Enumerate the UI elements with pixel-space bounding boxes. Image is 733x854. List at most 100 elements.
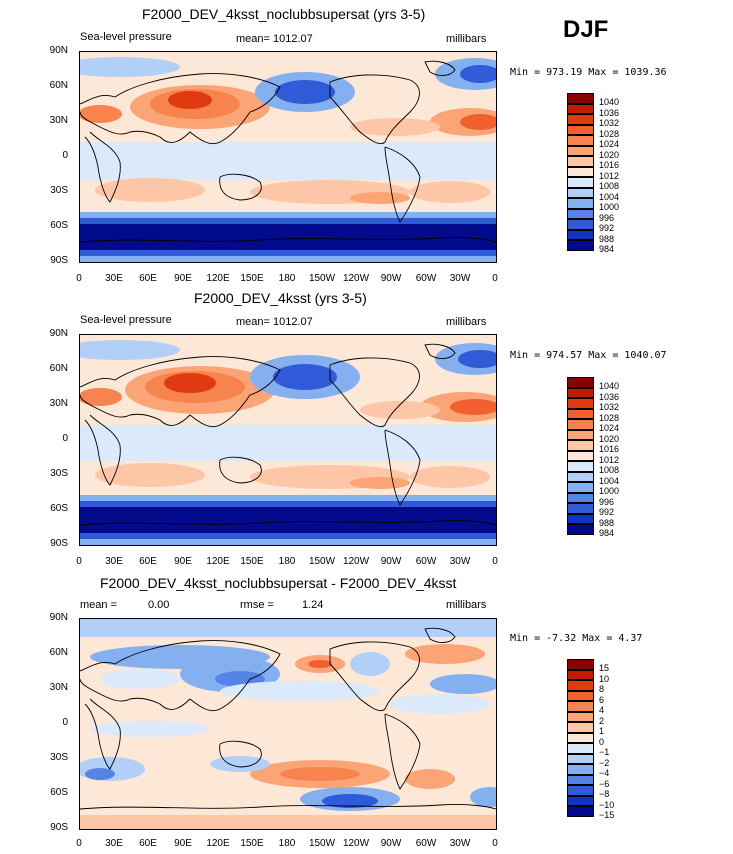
lon-label: 0 — [76, 838, 82, 849]
lon-label: 0 — [492, 273, 498, 284]
panel2-minmax: Min = 974.57 Max = 1040.07 — [510, 350, 667, 361]
lat-label: 0 — [62, 717, 68, 728]
lat-label: 0 — [62, 433, 68, 444]
colorbar-swatch — [567, 764, 594, 775]
colorbar-label: 1016 — [599, 160, 620, 170]
colorbar-swatch — [567, 471, 594, 482]
panel2-map — [79, 334, 497, 546]
colorbar-label: −15 — [599, 810, 615, 820]
lon-label: 30E — [105, 556, 123, 567]
lon-label: 180 — [278, 556, 296, 567]
lon-label: 90W — [380, 273, 402, 284]
lon-label: 0 — [76, 556, 82, 567]
lon-label: 60W — [415, 273, 437, 284]
colorbar-label: 988 — [599, 517, 615, 528]
colorbar-label: 1008 — [599, 181, 620, 191]
colorbar-label: 988 — [599, 233, 615, 244]
colorbar-label: 1008 — [599, 465, 620, 475]
colorbar-label: 1040 — [599, 97, 620, 107]
lat-label: 0 — [62, 150, 68, 161]
lon-label: 150E — [240, 838, 264, 849]
lon-label: 60E — [139, 556, 157, 567]
colorbar-swatch — [567, 711, 594, 722]
colorbar-label: 1040 — [599, 381, 620, 391]
colorbar-label: 4 — [599, 705, 605, 715]
colorbar-swatch — [567, 240, 594, 251]
colorbar-label: 1012 — [599, 454, 620, 465]
colorbar-label: 1020 — [599, 149, 620, 160]
lat-label: 60S — [50, 787, 68, 798]
colorbar-swatch — [567, 408, 594, 419]
colorbar-swatch — [567, 166, 594, 177]
colorbar-label: 1000 — [599, 202, 620, 212]
colorbar-label: 10 — [599, 673, 610, 684]
lat-label: 30N — [49, 682, 68, 693]
panel1-title: F2000_DEV_4ksst_noclubbsupersat (yrs 3-5… — [142, 6, 426, 22]
panel1-mean: mean= 1012.07 — [236, 33, 313, 45]
colorbar-label: 1028 — [599, 128, 620, 139]
lon-label: 60E — [139, 838, 157, 849]
lon-label: 150E — [240, 273, 264, 284]
lon-label: 90E — [174, 273, 192, 284]
lon-label: 120E — [206, 273, 230, 284]
colorbar-label: −8 — [599, 789, 610, 799]
lon-label: 180 — [278, 273, 296, 284]
lon-label: 120W — [342, 838, 370, 849]
panel2-title: F2000_DEV_4ksst (yrs 3-5) — [194, 290, 367, 306]
lon-label: 150W — [308, 838, 336, 849]
season-label: DJF — [563, 16, 609, 43]
lon-label: 120W — [342, 273, 370, 284]
lat-label: 90S — [50, 538, 68, 549]
colorbar-swatch — [567, 208, 594, 219]
lon-label: 90E — [174, 556, 192, 567]
lon-label: 90E — [174, 838, 192, 849]
colorbar-swatch — [567, 774, 594, 785]
lon-label: 150W — [308, 556, 336, 567]
colorbar-label: 1032 — [599, 402, 620, 412]
panel3-units: millibars — [446, 599, 487, 611]
colorbar-swatch — [567, 419, 594, 430]
colorbar-swatch — [567, 753, 594, 764]
colorbar-label: 984 — [599, 244, 615, 254]
colorbar-swatch — [567, 659, 594, 670]
colorbar-swatch — [567, 795, 594, 806]
panel3-rmse-label: rmse = — [240, 599, 274, 611]
colorbar-label: 2 — [599, 715, 605, 726]
colorbar-label: −2 — [599, 757, 610, 768]
lon-label: 30E — [105, 273, 123, 284]
colorbar-label: 992 — [599, 507, 615, 517]
colorbar-label: −6 — [599, 778, 610, 789]
panel3-mean-label: mean = — [80, 599, 117, 611]
colorbar-label: 1020 — [599, 433, 620, 444]
colorbar-label: 1000 — [599, 486, 620, 496]
colorbar-swatch — [567, 690, 594, 701]
colorbar-swatch — [567, 145, 594, 156]
panel1-variable: Sea-level pressure — [80, 31, 172, 43]
lat-label: 60N — [49, 647, 68, 658]
lon-label: 90W — [380, 838, 402, 849]
colorbar-label: 1 — [599, 726, 605, 736]
lon-label: 60W — [415, 838, 437, 849]
lat-label: 90S — [50, 255, 68, 266]
lat-label: 60N — [49, 80, 68, 91]
colorbar-label: 8 — [599, 684, 605, 694]
lon-label: 30W — [449, 556, 471, 567]
lat-label: 60S — [50, 503, 68, 514]
colorbar-swatch — [567, 187, 594, 198]
colorbar-swatch — [567, 524, 594, 535]
colorbar-swatch — [567, 669, 594, 680]
panel1-slp-field — [80, 52, 496, 262]
colorbar-label: 1004 — [599, 191, 620, 202]
colorbar-swatch — [567, 156, 594, 167]
colorbar-label: 1036 — [599, 107, 620, 118]
panel2-variable: Sea-level pressure — [80, 314, 172, 326]
lat-label: 90S — [50, 822, 68, 833]
colorbar-swatch — [567, 440, 594, 451]
colorbar-label: 1024 — [599, 423, 620, 433]
colorbar-swatch — [567, 701, 594, 712]
colorbar-swatch — [567, 387, 594, 398]
colorbar-swatch — [567, 680, 594, 691]
colorbar-swatch — [567, 732, 594, 743]
lon-label: 30E — [105, 838, 123, 849]
colorbar-label: 0 — [599, 736, 605, 747]
